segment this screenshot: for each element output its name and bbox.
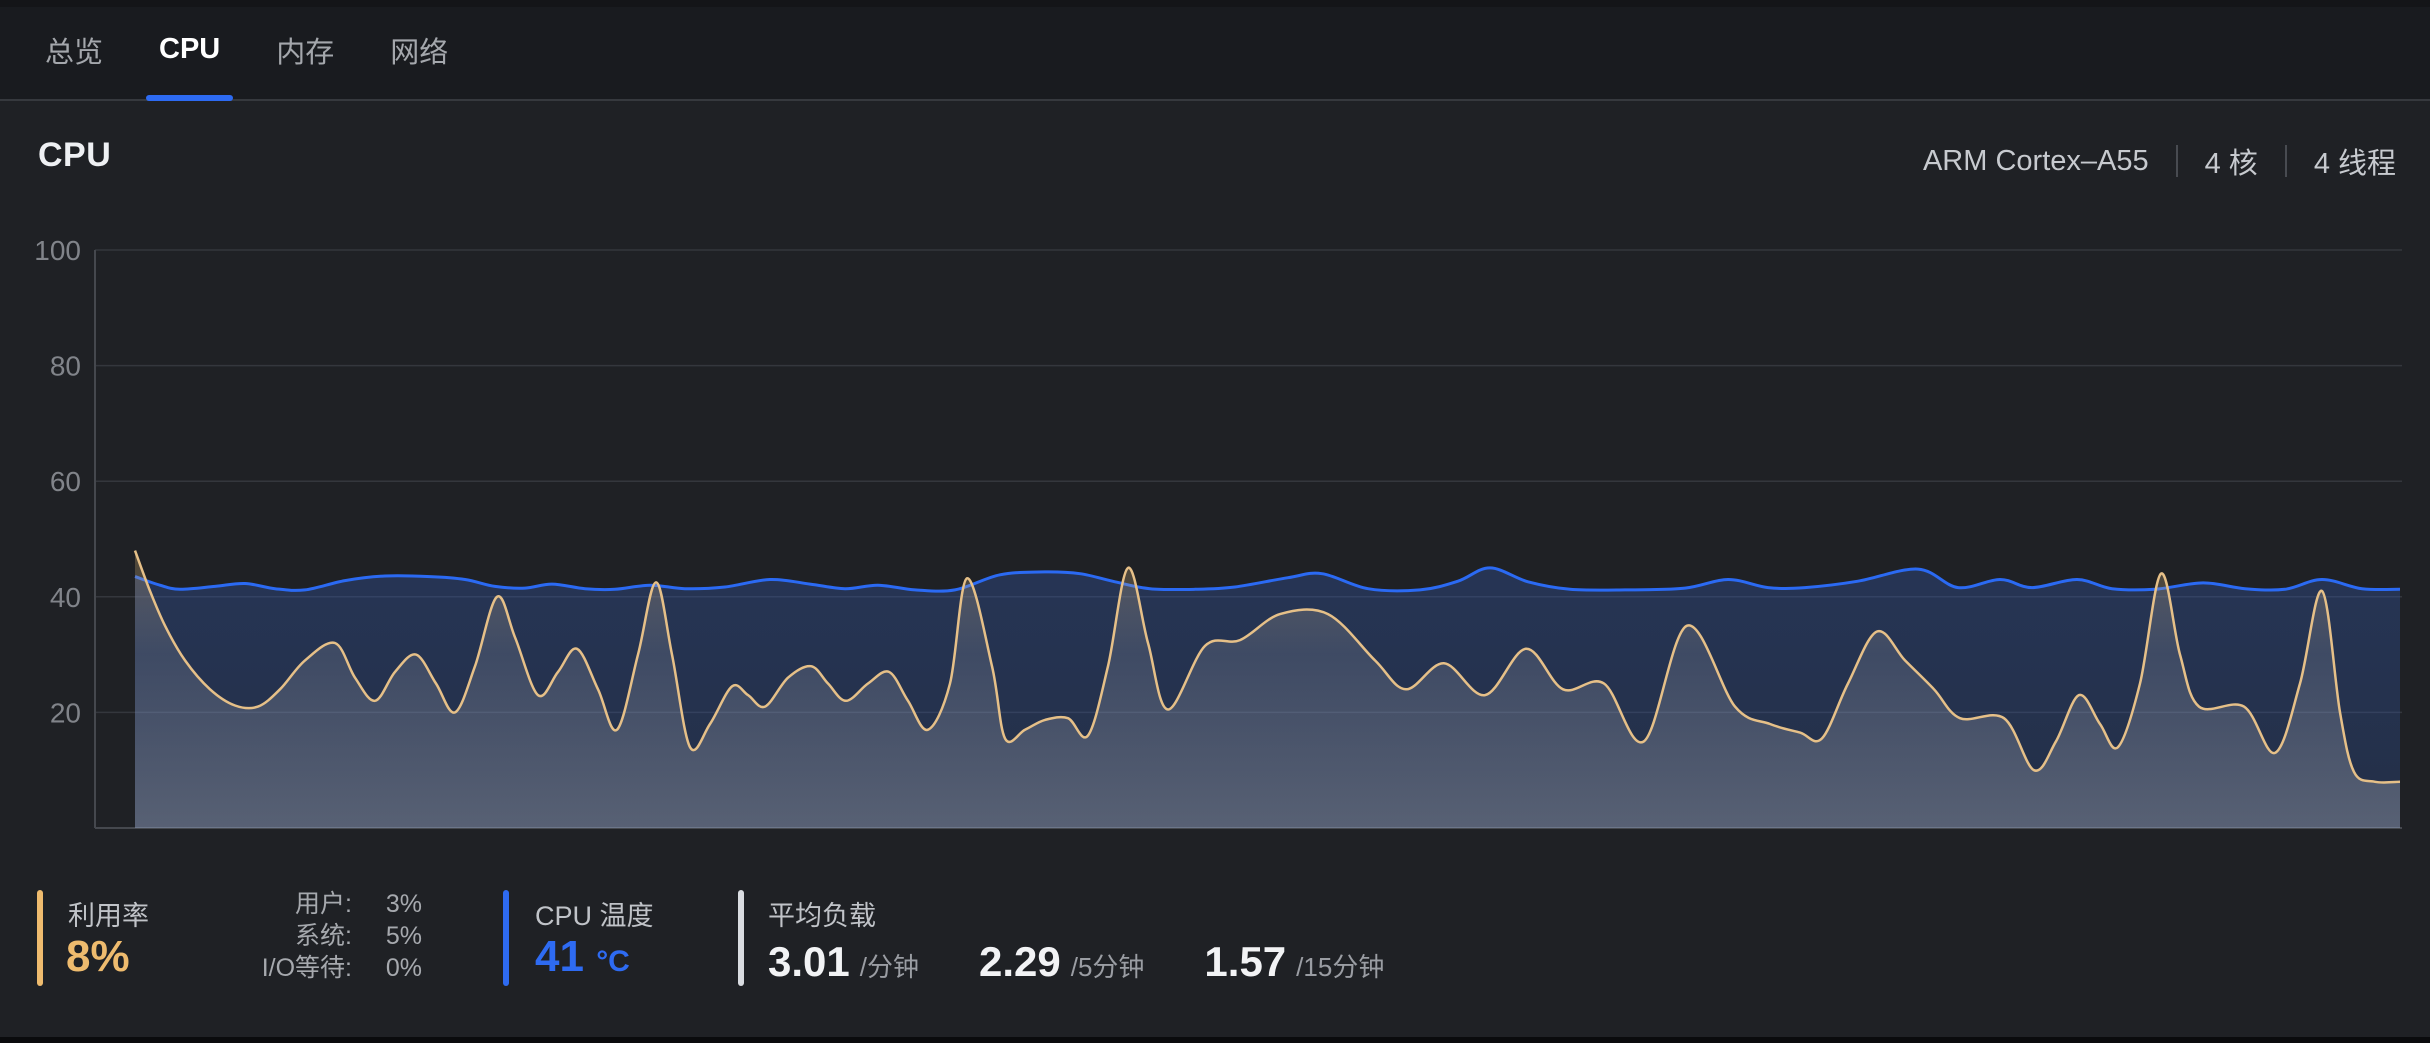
tab-bar: 总览 CPU 内存 网络 — [0, 0, 2430, 101]
cpu-specs: ARM Cortex–A55 4 核 4 线程 — [1923, 140, 2396, 182]
spec-divider — [2175, 145, 2178, 177]
svg-text:60: 60 — [50, 466, 81, 497]
breakdown-iowait-label: I/O等待: — [261, 954, 352, 982]
breakdown-user-value: 3% — [385, 890, 422, 918]
utilization-breakdown: 用户: 3% 系统: 5% I/O等待: 0% — [180, 888, 422, 984]
tab-memory-label: 内存 — [276, 36, 335, 69]
load-5min-unit: /5分钟 — [1070, 952, 1145, 982]
load-label: 平均负载 — [768, 901, 876, 931]
tab-overview[interactable]: 总览 — [17, 0, 131, 99]
bottom-edge-strip — [0, 1037, 2430, 1043]
svg-text:100: 100 — [34, 235, 81, 266]
utilization-accent-bar — [37, 890, 43, 986]
breakdown-system-value: 5% — [385, 922, 422, 950]
tab-network-label: 网络 — [390, 36, 449, 69]
spec-divider — [2284, 145, 2287, 177]
breakdown-row-iowait: I/O等待: 0% — [180, 952, 422, 984]
tab-cpu[interactable]: CPU — [131, 0, 248, 101]
utilization-value: 8% — [66, 932, 130, 981]
utilization-label: 利用率 — [68, 901, 149, 931]
tab-network[interactable]: 网络 — [362, 0, 476, 99]
breakdown-user-label: 用户: — [295, 890, 352, 918]
temperature-value: 41 °C — [535, 932, 630, 982]
temperature-number: 41 — [535, 932, 584, 981]
breakdown-row-user: 用户: 3% — [180, 888, 422, 920]
temperature-accent-bar — [503, 890, 509, 986]
load-15min-unit: /15分钟 — [1296, 952, 1385, 982]
tab-overview-label: 总览 — [45, 36, 104, 69]
tab-cpu-label: CPU — [159, 33, 221, 65]
temperature-unit: °C — [596, 945, 630, 978]
load-accent-bar — [738, 890, 744, 986]
active-tab-underline — [146, 95, 234, 101]
cpu-cores: 4 核 — [2204, 148, 2258, 180]
load-5min-value: 2.29 — [978, 938, 1061, 985]
temperature-label: CPU 温度 — [535, 901, 654, 931]
cpu-usage-chart: 100 80 60 40 20 — [34, 235, 2402, 829]
svg-text:40: 40 — [50, 582, 81, 613]
svg-text:20: 20 — [50, 697, 81, 728]
load-1min-unit: /分钟 — [859, 952, 919, 982]
breakdown-row-system: 系统: 5% — [180, 920, 422, 952]
load-1min-value: 3.01 — [768, 938, 850, 985]
page-title: CPU — [38, 136, 112, 174]
breakdown-system-label: 系统: — [295, 922, 352, 950]
breakdown-iowait-value: 0% — [385, 954, 422, 982]
svg-text:80: 80 — [50, 351, 81, 382]
load-averages: 3.01 /分钟 2.29 /5分钟 1.57 /15分钟 — [768, 938, 1384, 986]
cpu-model: ARM Cortex–A55 — [1922, 144, 2149, 177]
load-15min-value: 1.57 — [1204, 938, 1287, 985]
cpu-threads: 4 线程 — [2313, 148, 2396, 180]
tab-memory[interactable]: 内存 — [248, 0, 362, 99]
